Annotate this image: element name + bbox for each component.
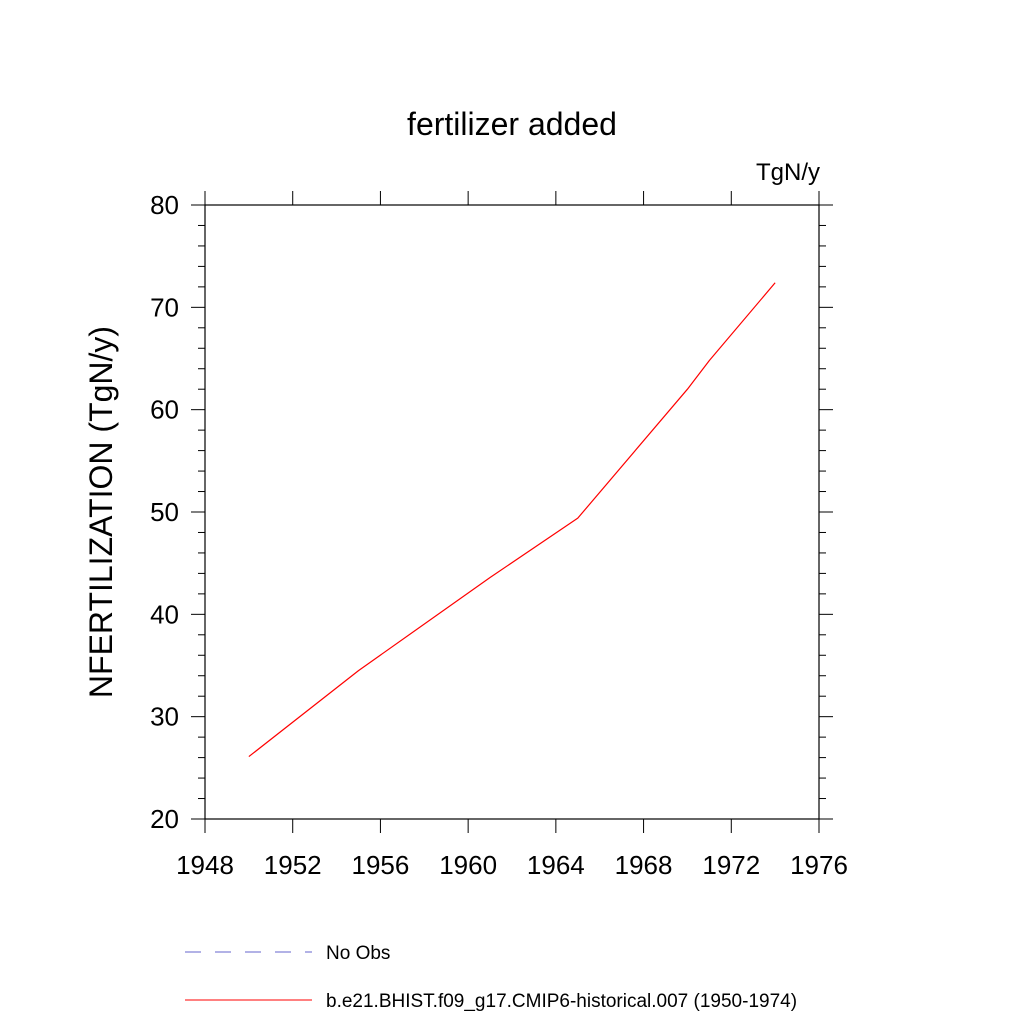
y-tick-label: 60 bbox=[150, 395, 179, 425]
x-tick-label: 1956 bbox=[352, 850, 410, 880]
y-tick-label: 40 bbox=[150, 599, 179, 629]
series-group bbox=[248, 282, 776, 758]
units-label: TgN/y bbox=[756, 159, 820, 186]
x-tick-label: 1972 bbox=[702, 850, 760, 880]
y-tick-label: 30 bbox=[150, 702, 179, 732]
legend-label: b.e21.BHIST.f09_g17.CMIP6-historical.007… bbox=[326, 991, 797, 1012]
legend-label: No Obs bbox=[326, 943, 390, 964]
plot-frame bbox=[204, 204, 820, 820]
plot-frame-group bbox=[204, 204, 820, 820]
y-tick-label: 80 bbox=[150, 190, 179, 220]
x-tick-label: 1952 bbox=[264, 850, 322, 880]
x-tick-label: 1964 bbox=[527, 850, 585, 880]
x-tick-label: 1960 bbox=[439, 850, 497, 880]
y-axis-label: NFERTILIZATION (TgN/y) bbox=[83, 326, 119, 698]
chart-title: fertilizer added bbox=[407, 106, 617, 142]
y-tick-label: 20 bbox=[150, 804, 179, 834]
x-tick-label: 1968 bbox=[615, 850, 673, 880]
y-tick-label: 70 bbox=[150, 292, 179, 322]
series-line bbox=[248, 282, 776, 758]
y-tick-label: 50 bbox=[150, 497, 179, 527]
legend: No Obs b.e21.BHIST.f09_g17.CMIP6-historic… bbox=[185, 943, 797, 1012]
ticks-group: 20 30 40 50 60 70 80 1948 1952 1956 1960 1964 1968 19… bbox=[150, 190, 848, 880]
x-tick-label: 1948 bbox=[176, 850, 234, 880]
x-tick-label: 1976 bbox=[790, 850, 848, 880]
